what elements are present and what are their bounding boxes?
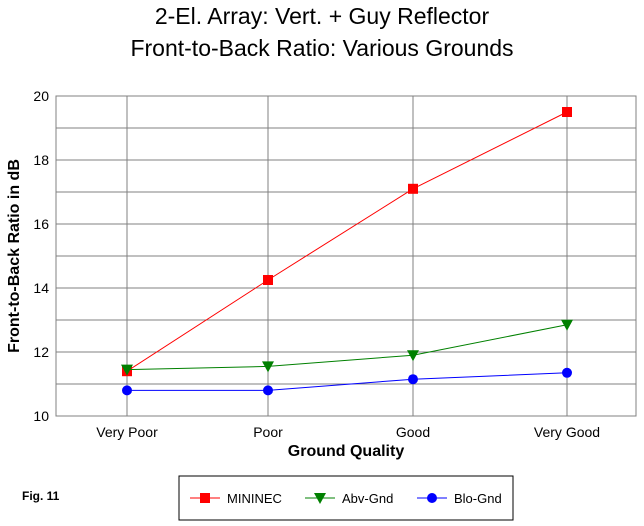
y-tick-labels: 10 12 14 16 18 20 <box>33 88 49 424</box>
series-lines <box>121 107 573 396</box>
x-tick-label: Good <box>396 424 430 440</box>
x-tick-labels: Very Poor Poor Good Very Good <box>96 424 600 440</box>
data-point-mininec <box>408 183 418 194</box>
series-line-blo-gnd <box>127 372 568 391</box>
data-point-mininec <box>562 107 572 117</box>
legend-label: MININEC <box>227 491 282 506</box>
chart-title-line-1: 2-El. Array: Vert. + Guy Reflector <box>155 3 490 29</box>
y-tick-label: 12 <box>33 344 49 360</box>
legend-box <box>178 475 514 521</box>
chart-title-line-2: Front-to-Back Ratio: Various Grounds <box>130 35 513 61</box>
legend-label: Blo-Gnd <box>454 491 502 506</box>
figure-label: Fig. 11 <box>22 489 60 503</box>
x-axis-title: Ground Quality <box>288 443 405 460</box>
data-point-abv-gnd <box>262 361 274 373</box>
legend: MININEC Abv-Gnd Blo-Gnd <box>178 475 514 521</box>
data-point-blo-gnd <box>122 385 132 396</box>
y-tick-label: 14 <box>33 280 49 296</box>
series-blo-gnd <box>122 367 572 396</box>
x-tick-label: Very Poor <box>96 424 158 440</box>
data-point-blo-gnd <box>408 374 418 385</box>
series-line-abv-gnd <box>126 324 568 371</box>
y-tick-label: 16 <box>33 216 49 232</box>
grid <box>56 96 636 416</box>
data-point-abv-gnd <box>561 319 573 331</box>
series-abv-gnd <box>121 319 573 376</box>
legend-label: Abv-Gnd <box>342 491 393 506</box>
legend-item-abv-gnd: Abv-Gnd <box>305 491 393 506</box>
y-axis-title: Front-to-Back Ratio in dB <box>6 159 23 353</box>
series-line-mininec <box>126 111 568 372</box>
data-point-blo-gnd <box>263 385 273 396</box>
x-tick-label: Very Good <box>534 424 600 440</box>
data-point-mininec <box>263 275 273 285</box>
x-tick-label: Poor <box>253 424 283 440</box>
y-tick-label: 18 <box>33 152 49 168</box>
y-tick-label: 10 <box>33 408 49 424</box>
legend-marker-abv-gnd <box>314 493 326 504</box>
y-tick-label: 20 <box>33 88 49 104</box>
data-point-abv-gnd <box>121 364 133 376</box>
data-point-blo-gnd <box>562 367 572 378</box>
legend-item-blo-gnd: Blo-Gnd <box>417 491 502 506</box>
data-point-abv-gnd <box>407 350 419 362</box>
legend-marker-blo-gnd <box>427 493 437 503</box>
legend-marker-mininec <box>200 493 210 503</box>
legend-item-mininec: MININEC <box>190 491 282 506</box>
